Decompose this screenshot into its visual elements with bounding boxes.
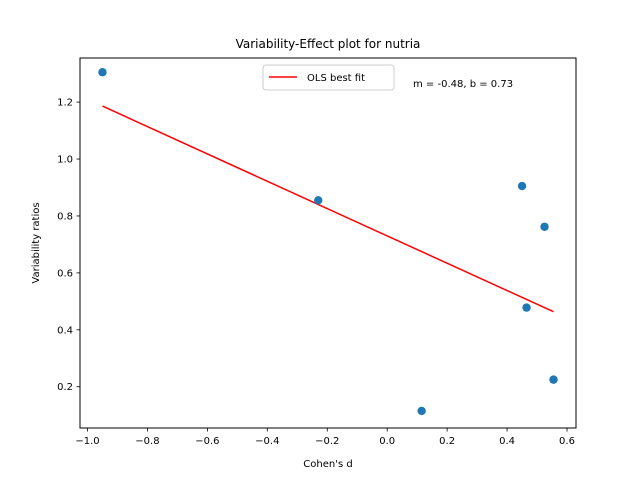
legend-label-ols: OLS best fit — [307, 73, 365, 84]
y-tick-label: 0.2 — [57, 382, 73, 393]
scatter-point — [517, 181, 527, 191]
legend: OLS best fit — [262, 64, 395, 91]
data-marks — [98, 68, 558, 416]
scatter-point — [98, 68, 107, 77]
y-tick-label: 1.0 — [57, 155, 73, 166]
x-tick-label: 0.0 — [379, 436, 395, 447]
legend-box — [262, 64, 395, 91]
x-tick-label: 0.6 — [559, 436, 575, 447]
scatter-point — [314, 196, 323, 205]
ols-fit-line — [102, 105, 554, 313]
chart-title: Variability-Effect plot for nutria — [236, 37, 421, 51]
axes-frame — [79, 57, 577, 429]
y-axis-label: Variability ratios — [31, 202, 42, 283]
x-tick-label: −1.0 — [75, 436, 99, 447]
y-tick-label: 0.8 — [57, 211, 73, 222]
scatter-point — [417, 406, 426, 416]
y-tick-label: 0.6 — [57, 268, 73, 279]
x-tick-label: −0.2 — [315, 436, 339, 447]
x-tick-label: −0.8 — [135, 436, 159, 447]
scatter-point — [522, 303, 531, 312]
x-tick-label: −0.4 — [255, 436, 279, 447]
x-tick-label: 0.2 — [439, 436, 455, 447]
x-tick-label: 0.4 — [499, 436, 515, 447]
x-axis-label: Cohen's d — [303, 459, 352, 470]
x-tick-label: −0.6 — [195, 436, 219, 447]
y-tick-label: 1.2 — [57, 98, 73, 109]
x-axis: −1.0 −0.8 −0.6 −0.4 −0.2 0.0 0.2 0.4 0.6 — [75, 428, 575, 447]
y-axis: 0.2 0.4 0.6 0.8 1.0 1.2 — [57, 98, 80, 393]
scatter-point — [549, 375, 558, 384]
scatter-point — [540, 222, 549, 231]
y-tick-label: 0.4 — [57, 325, 73, 336]
fit-annotation: m = -0.48, b = 0.73 — [413, 79, 513, 90]
